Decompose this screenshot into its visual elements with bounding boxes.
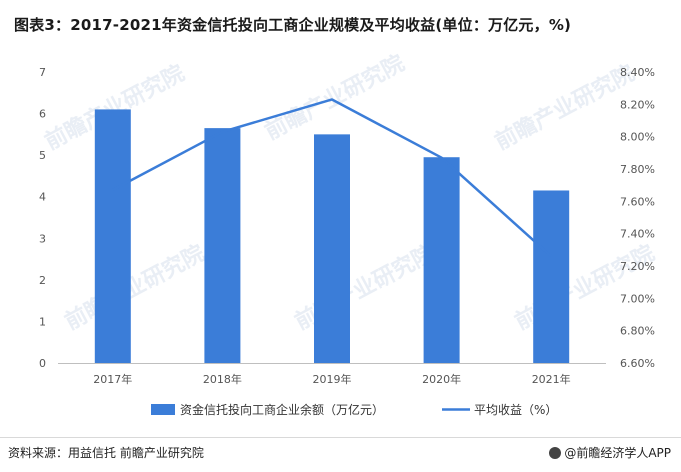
left-y-tick-label: 4 xyxy=(39,191,46,204)
left-y-tick-label: 2 xyxy=(39,274,46,287)
bar xyxy=(204,128,241,363)
legend-bar-swatch xyxy=(151,404,175,415)
x-tick-label: 2020年 xyxy=(422,372,461,386)
watermark-text: 前瞻产业研究院 xyxy=(511,240,659,335)
right-y-tick-label: 8.00% xyxy=(620,131,655,144)
left-y-tick-label: 3 xyxy=(39,232,46,245)
left-y-tick-label: 0 xyxy=(39,357,46,370)
brand-credit: @前瞻经济学人APP xyxy=(549,444,671,461)
bar-series xyxy=(94,109,570,364)
right-y-tick-label: 6.60% xyxy=(620,357,655,370)
right-y-tick-label: 7.40% xyxy=(620,228,655,241)
bar xyxy=(94,109,131,364)
left-y-axis: 0 1 2 3 4 5 6 7 xyxy=(39,66,46,370)
right-y-tick-label: 7.60% xyxy=(620,195,655,208)
watermark-text: 前瞻产业研究院 xyxy=(61,240,209,335)
right-y-tick-label: 8.20% xyxy=(620,98,655,111)
left-y-tick-label: 5 xyxy=(39,149,46,162)
x-tick-label: 2018年 xyxy=(203,372,242,386)
legend-bar-label: 资金信托投向工商企业余额（万亿元） xyxy=(180,402,384,417)
brand-text: @前瞻经济学人APP xyxy=(564,446,671,460)
right-y-tick-label: 7.80% xyxy=(620,163,655,176)
left-y-tick-label: 7 xyxy=(39,66,46,79)
right-y-tick-label: 7.00% xyxy=(620,292,655,305)
line-path xyxy=(112,98,553,258)
x-tick-label: 2017年 xyxy=(93,372,132,386)
line-series xyxy=(112,98,553,258)
chart-title: 图表3：2017-2021年资金信托投向工商企业规模及平均收益(单位：万亿元，%… xyxy=(14,16,572,34)
legend: 资金信托投向工商企业余额（万亿元） 平均收益（%） xyxy=(151,402,557,417)
left-y-tick-label: 1 xyxy=(39,315,46,328)
right-y-axis: 6.60% 6.80% 7.00% 7.20% 7.40% 7.60% 7.80% 8.00%… xyxy=(620,66,655,370)
bar xyxy=(423,157,460,363)
bar xyxy=(533,190,570,363)
right-y-tick-label: 8.40% xyxy=(620,66,655,79)
footer-divider xyxy=(0,437,681,438)
left-y-tick-label: 6 xyxy=(39,108,46,121)
watermark-text: 前瞻产业研究院 xyxy=(291,240,439,335)
legend-line-label: 平均收益（%） xyxy=(474,403,557,417)
bar xyxy=(314,134,350,363)
brand-logo-icon xyxy=(549,447,562,459)
x-axis-ticks: 2017年 2018年 2019年 2020年 2021年 xyxy=(93,372,570,386)
watermark-text: 前瞻产业研究院 xyxy=(261,50,409,145)
watermark-text: 前瞻产业研究院 xyxy=(491,60,639,155)
right-y-tick-label: 7.20% xyxy=(620,260,655,273)
x-tick-label: 2021年 xyxy=(532,372,571,386)
source-note: 资料来源：用益信托 前瞻产业研究院 xyxy=(8,446,204,460)
right-y-tick-label: 6.80% xyxy=(620,325,655,338)
x-tick-label: 2019年 xyxy=(313,372,352,386)
